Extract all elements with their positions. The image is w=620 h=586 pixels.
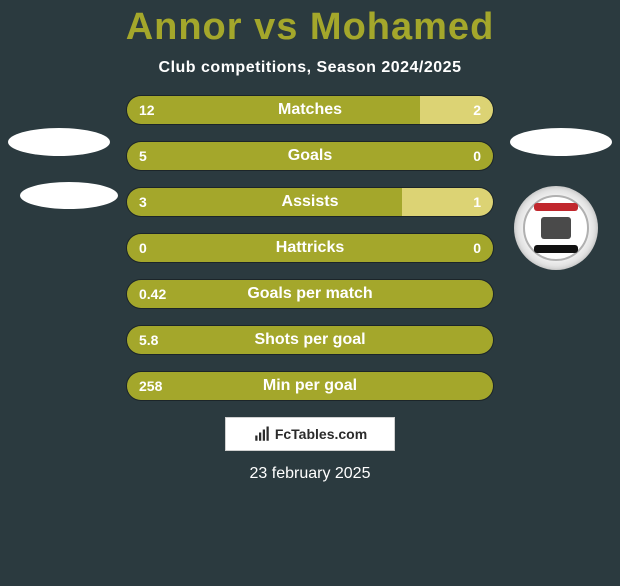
- stat-bar-left-segment: [127, 96, 420, 124]
- page-title: Annor vs Mohamed: [0, 6, 620, 49]
- brand-box: FcTables.com: [225, 417, 395, 451]
- player-placeholder-left-1: [8, 128, 110, 156]
- stat-row: Shots per goal 5.8: [126, 325, 494, 355]
- stat-row: Assists 3 1: [126, 187, 494, 217]
- brand-chart-icon: [253, 425, 271, 443]
- stat-left-value: 5.8: [139, 332, 158, 348]
- stat-left-value: 12: [139, 102, 155, 118]
- team-badge-inner: [523, 195, 589, 261]
- subtitle: Club competitions, Season 2024/2025: [0, 59, 620, 77]
- stat-right-value: 1: [473, 194, 481, 210]
- badge-emblem-icon: [541, 217, 571, 239]
- stat-bar-left-segment: [127, 188, 402, 216]
- stat-label: Matches: [278, 101, 342, 119]
- stat-left-value: 5: [139, 148, 147, 164]
- brand-text: FcTables.com: [275, 426, 367, 442]
- stat-right-value: 2: [473, 102, 481, 118]
- stat-label: Shots per goal: [254, 331, 365, 349]
- stat-row: Matches 12 2: [126, 95, 494, 125]
- stat-right-value: 0: [473, 240, 481, 256]
- stat-left-value: 3: [139, 194, 147, 210]
- stat-row: Goals 5 0: [126, 141, 494, 171]
- stat-bar-right-segment: [420, 96, 493, 124]
- stat-left-value: 0: [139, 240, 147, 256]
- stat-label: Goals: [288, 147, 332, 165]
- stat-label: Hattricks: [276, 239, 344, 257]
- badge-flag-bottom: [534, 245, 578, 253]
- stat-right-value: 0: [473, 148, 481, 164]
- stat-row: Goals per match 0.42: [126, 279, 494, 309]
- team-badge-right: [514, 186, 598, 270]
- date-text: 23 february 2025: [0, 465, 620, 483]
- stat-row: Min per goal 258: [126, 371, 494, 401]
- stat-label: Assists: [282, 193, 339, 211]
- stat-label: Goals per match: [247, 285, 372, 303]
- stat-left-value: 0.42: [139, 286, 166, 302]
- badge-flag-top: [534, 203, 578, 211]
- player-placeholder-left-2: [20, 182, 118, 209]
- player-placeholder-right: [510, 128, 612, 156]
- stat-row: Hattricks 0 0: [126, 233, 494, 263]
- stat-label: Min per goal: [263, 377, 357, 395]
- stat-left-value: 258: [139, 378, 162, 394]
